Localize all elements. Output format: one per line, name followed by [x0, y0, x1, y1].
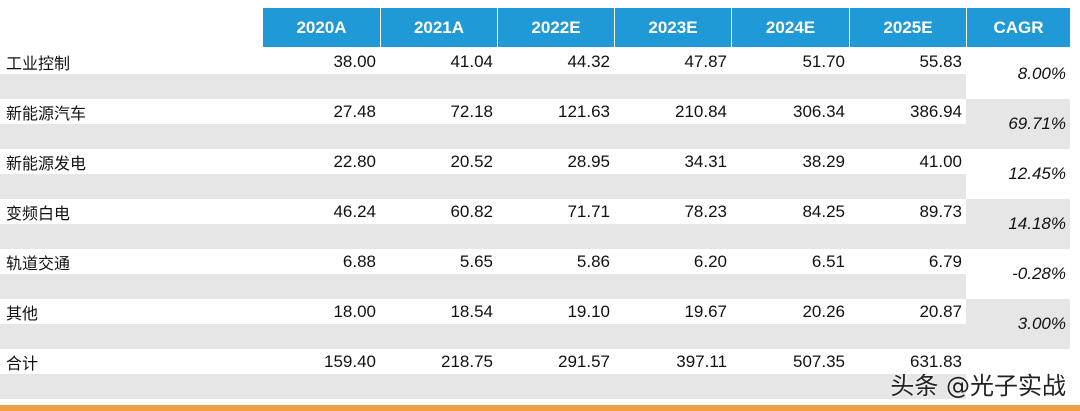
value-cell: 89.73 [919, 201, 962, 221]
row-label: 变频白电 [6, 203, 71, 223]
watermark: 头条 @光子实战 [890, 372, 1066, 400]
value-cell: 51.70 [802, 51, 845, 71]
value-cell: 121.63 [558, 101, 610, 121]
yoy-row-bg [0, 74, 966, 99]
yoy-row-bg [0, 224, 966, 249]
header-cell: 2021A [380, 8, 497, 47]
cagr-cell: -0.28% [1012, 264, 1066, 283]
value-cell: 38.00 [333, 51, 376, 71]
value-cell: 44.32 [567, 51, 610, 71]
value-cell: 5.86 [576, 251, 610, 271]
value-cell: 60.82 [450, 201, 493, 221]
value-cell: 47.87 [684, 51, 727, 71]
value-cell: 18.54 [450, 301, 493, 321]
row-label: 新能源汽车 [6, 103, 87, 123]
value-cell: 71.71 [567, 201, 610, 221]
value-cell: 218.75 [441, 351, 493, 371]
value-cell: 159.40 [324, 351, 376, 371]
cagr-cell: 69.71% [966, 99, 1070, 149]
cagr-cell: 14.18% [966, 199, 1070, 249]
value-cell: 6.88 [342, 251, 376, 271]
value-cell: 291.57 [558, 351, 610, 371]
header-cell: 2025E [849, 8, 966, 47]
row-label: 新能源发电 [6, 153, 87, 173]
value-cell: 306.34 [793, 101, 845, 121]
bottom-bar [0, 405, 1080, 411]
row-label: 合计 [6, 353, 39, 373]
value-cell: 386.94 [910, 101, 962, 121]
row-label: 工业控制 [6, 53, 71, 73]
value-cell: 41.00 [919, 151, 962, 171]
value-cell: 6.51 [811, 251, 845, 271]
header-cell: 2020A [262, 8, 380, 47]
yoy-row-bg [0, 374, 966, 399]
value-cell: 27.48 [333, 101, 376, 121]
value-cell: 28.95 [567, 151, 610, 171]
row-label: 其他 [6, 303, 39, 323]
header-cell: 2022E [497, 8, 614, 47]
value-cell: 507.35 [793, 351, 845, 371]
value-cell: 631.83 [910, 351, 962, 371]
value-cell: 46.24 [333, 201, 376, 221]
row-label: 轨道交通 [6, 253, 71, 273]
value-cell: 38.29 [802, 151, 845, 171]
value-cell: 397.11 [676, 351, 727, 371]
header-cell: 2024E [731, 8, 849, 47]
header-cell: CAGR [966, 8, 1070, 47]
value-cell: 20.52 [450, 151, 493, 171]
value-cell: 55.83 [919, 51, 962, 71]
value-cell: 6.79 [928, 251, 962, 271]
value-cell: 72.18 [450, 101, 493, 121]
value-cell: 5.65 [459, 251, 493, 271]
value-cell: 41.04 [450, 51, 493, 71]
value-cell: 19.10 [567, 301, 610, 321]
yoy-row-bg [0, 324, 966, 349]
cagr-cell: 8.00% [1017, 64, 1066, 83]
yoy-row-bg [0, 274, 966, 299]
value-cell: 18.00 [333, 301, 376, 321]
value-cell: 78.23 [684, 201, 727, 221]
value-cell: 84.25 [802, 201, 845, 221]
value-cell: 6.20 [693, 251, 727, 271]
value-cell: 34.31 [684, 151, 727, 171]
cagr-cell: 12.45% [1008, 164, 1066, 183]
value-cell: 20.26 [802, 301, 845, 321]
value-cell: 19.67 [684, 301, 727, 321]
value-cell: 22.80 [333, 151, 376, 171]
header-cell: 2023E [614, 8, 731, 47]
value-cell: 210.84 [675, 101, 727, 121]
cagr-cell: 3.00% [966, 299, 1070, 349]
yoy-row-bg [0, 124, 966, 149]
value-cell: 20.87 [919, 301, 962, 321]
yoy-row-bg [0, 174, 966, 199]
